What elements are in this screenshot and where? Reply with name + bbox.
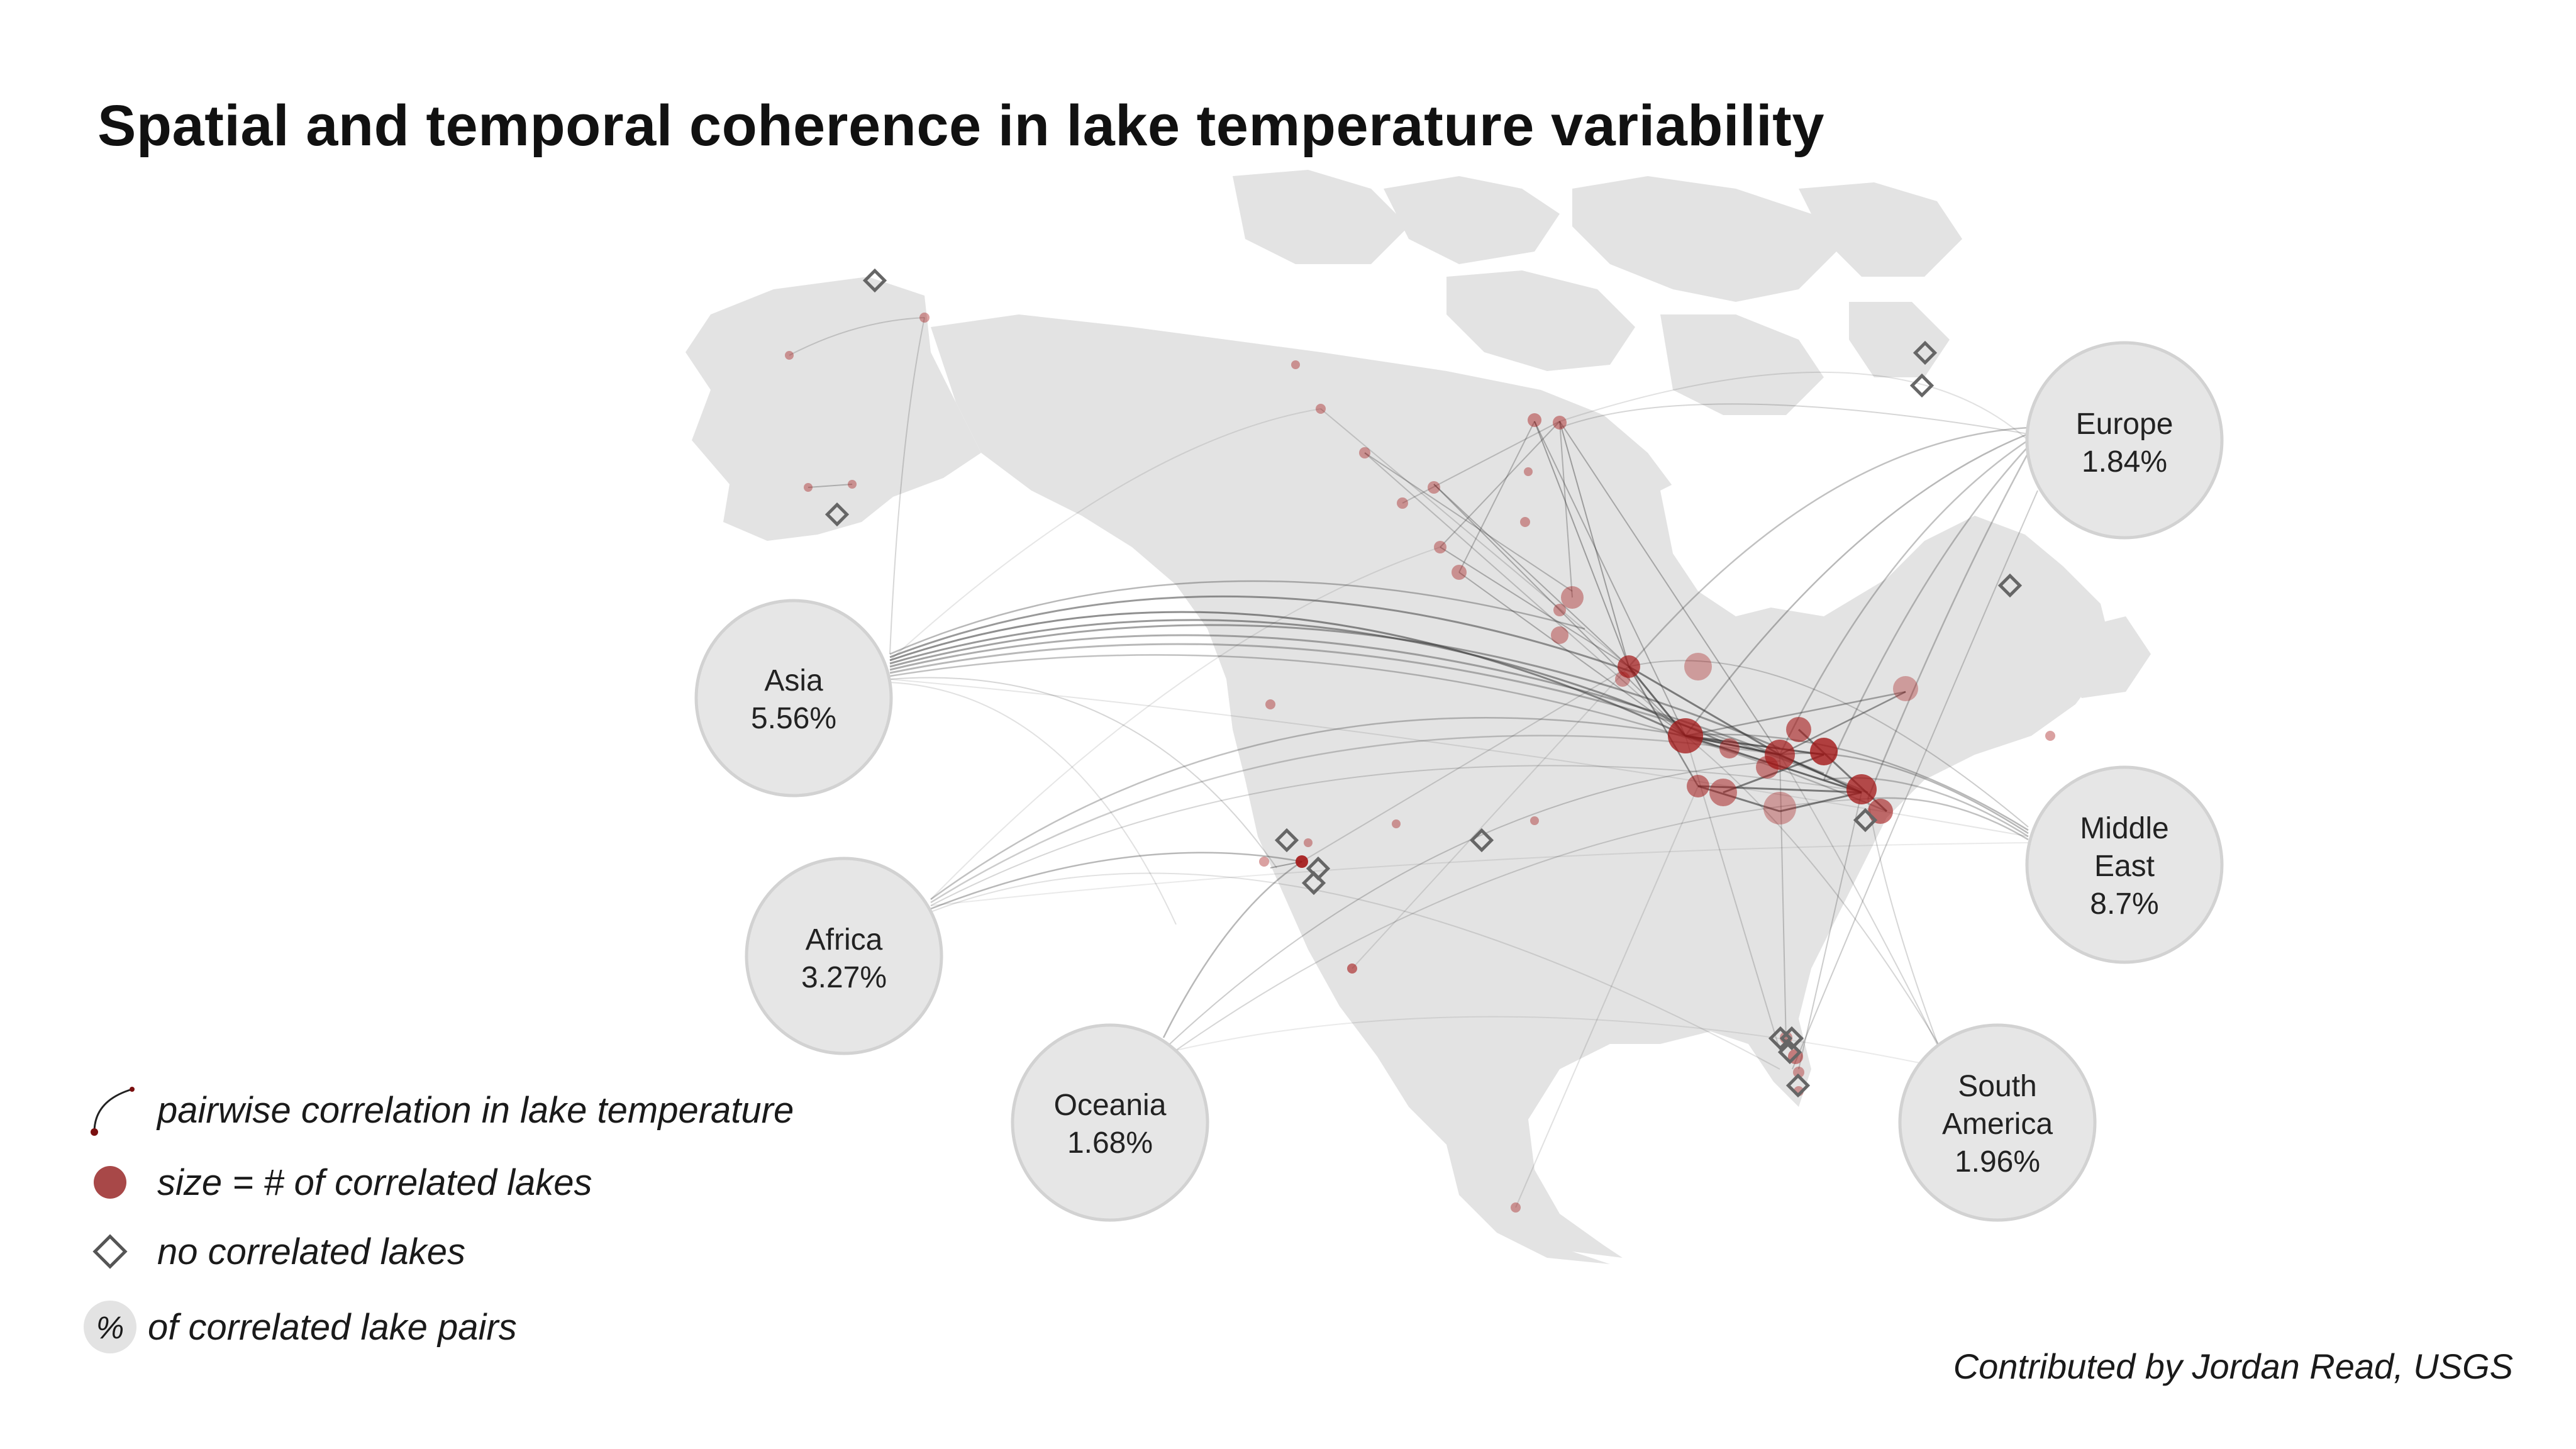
legend-pct-label: of correlated lake pairs xyxy=(148,1306,517,1348)
region-oceania-name: Oceania xyxy=(1054,1089,1167,1122)
lake-point xyxy=(1530,816,1539,825)
lake-point xyxy=(919,313,930,323)
region-south-america: South America 1.96% xyxy=(1898,1023,2097,1222)
lake-point xyxy=(1296,855,1308,868)
lake-point xyxy=(1316,404,1326,414)
pct-symbol: % xyxy=(96,1310,124,1345)
lake-point xyxy=(1615,672,1630,687)
pct-circle-icon: % xyxy=(82,1299,138,1355)
lake-point xyxy=(785,351,794,360)
lake-point xyxy=(1359,447,1370,458)
lake-point xyxy=(1618,655,1640,678)
diamond-marker xyxy=(1997,573,2023,598)
region-asia-pct: 5.56% xyxy=(751,702,836,735)
no-correlation-markers xyxy=(824,268,2023,1098)
diamond-marker xyxy=(1785,1073,1811,1098)
region-africa-name: Africa xyxy=(806,923,883,957)
lake-size-icon xyxy=(82,1154,138,1211)
lake-point xyxy=(1265,699,1275,709)
region-africa: Africa 3.27% xyxy=(745,857,943,1055)
region-middle-east-name-line2: East xyxy=(2094,850,2155,883)
lake-point xyxy=(1511,1202,1521,1213)
legend-none-label: no correlated lakes xyxy=(157,1231,466,1272)
lake-point xyxy=(848,480,857,489)
correlation-line-icon xyxy=(82,1082,138,1138)
lake-point xyxy=(1793,1067,1804,1078)
land xyxy=(686,170,2151,1264)
legend-correlation: pairwise correlation in lake temperature xyxy=(82,1082,794,1138)
lake-point xyxy=(1561,586,1584,609)
region-south-america-name-line1: South xyxy=(1958,1070,2036,1103)
region-oceania: Oceania 1.68% xyxy=(1011,1023,1209,1222)
diamond-marker xyxy=(862,268,887,293)
legend-size: size = # of correlated lakes xyxy=(82,1154,592,1211)
lake-point xyxy=(1428,481,1440,494)
region-europe: Europe 1.84% xyxy=(2025,341,2224,540)
region-africa-pct: 3.27% xyxy=(801,961,887,994)
diamond-marker xyxy=(1301,870,1326,896)
diamond-marker xyxy=(1909,373,1935,398)
lake-point xyxy=(1452,565,1467,580)
lake-point xyxy=(1893,676,1918,701)
lake-point xyxy=(1528,413,1541,427)
diamond-marker xyxy=(1853,808,1878,833)
region-europe-pct: 1.84% xyxy=(2082,445,2167,479)
lake-point xyxy=(1756,756,1779,779)
lake-point xyxy=(1520,517,1530,527)
page-title: Spatial and temporal coherence in lake t… xyxy=(97,94,1824,158)
lake-point xyxy=(1304,838,1313,847)
lake-point xyxy=(1684,653,1712,680)
diamond-icon xyxy=(82,1223,138,1280)
region-oceania-pct: 1.68% xyxy=(1067,1126,1153,1160)
lake-point xyxy=(1846,774,1877,804)
diamond-marker xyxy=(1777,1040,1802,1065)
region-middle-east-pct: 8.7% xyxy=(2090,887,2158,921)
legend-none: no correlated lakes xyxy=(82,1223,465,1280)
region-asia-name: Asia xyxy=(764,664,823,697)
lake-point xyxy=(1709,779,1737,806)
diamond-marker xyxy=(1274,828,1299,853)
region-europe-name: Europe xyxy=(2076,408,2174,441)
diamond-marker xyxy=(824,502,850,527)
lake-point xyxy=(1763,792,1796,824)
region-middle-east: Middle East 8.7% xyxy=(2025,765,2224,964)
diamond-marker xyxy=(1913,340,1938,365)
lake-point xyxy=(1392,819,1401,828)
lake-point xyxy=(1868,799,1893,824)
lake-point xyxy=(1524,467,1533,476)
lake-point xyxy=(1668,718,1703,753)
lake-point xyxy=(2045,731,2055,741)
legend-size-label: size = # of correlated lakes xyxy=(157,1162,592,1203)
credit: Contributed by Jordan Read, USGS xyxy=(1953,1346,2513,1386)
legend-pct: % of correlated lake pairs xyxy=(82,1299,517,1355)
lake-point xyxy=(1259,857,1269,867)
region-south-america-pct: 1.96% xyxy=(1955,1145,2040,1179)
legend: pairwise correlation in lake temperature… xyxy=(82,1082,899,1384)
lake-point xyxy=(1347,963,1357,974)
lake-point xyxy=(1719,738,1740,758)
region-middle-east-name-line1: Middle xyxy=(2080,812,2168,845)
region-south-america-name-line2: America xyxy=(1942,1108,2053,1141)
lake-point xyxy=(1687,775,1709,797)
lake-point xyxy=(1810,738,1838,765)
lake-point xyxy=(1434,541,1446,553)
lake-point xyxy=(804,483,813,492)
region-asia: Asia 5.56% xyxy=(694,599,893,797)
lake-point xyxy=(1397,497,1408,509)
legend-correlation-label: pairwise correlation in lake temperature xyxy=(157,1089,794,1131)
lake-point xyxy=(1553,604,1566,616)
lake-points xyxy=(785,313,2055,1213)
lake-point xyxy=(1553,416,1567,430)
hudson-bay xyxy=(1660,465,1811,616)
lake-point xyxy=(1291,360,1300,369)
lake-point xyxy=(1786,717,1811,742)
diamond-marker xyxy=(1469,828,1494,853)
lake-point xyxy=(1551,626,1568,644)
